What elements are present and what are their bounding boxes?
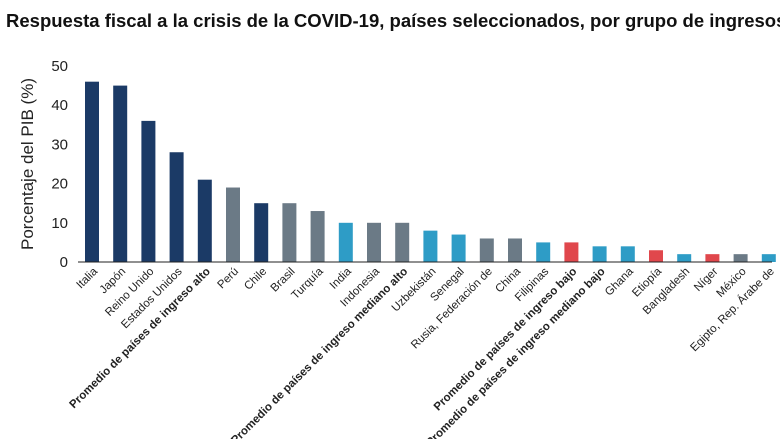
- bar: [141, 120, 156, 262]
- y-tick-label: 10: [51, 215, 68, 232]
- y-tick-label: 50: [51, 58, 68, 75]
- bar: [254, 203, 269, 262]
- bar: [338, 222, 353, 262]
- bar: [113, 85, 128, 262]
- bar: [761, 254, 776, 262]
- x-tick-label: Ghana: [603, 265, 636, 298]
- x-tick-label: Promedio de países de ingreso mediano al…: [229, 266, 410, 439]
- bar: [423, 230, 438, 262]
- chart-title: Respuesta fiscal a la crisis de la COVID…: [6, 10, 780, 31]
- bar: [282, 203, 297, 262]
- x-tick-label: Turquía: [290, 265, 327, 302]
- y-tick-label: 0: [60, 254, 68, 271]
- bar: [592, 246, 607, 262]
- bar: [620, 246, 635, 262]
- bar: [677, 254, 692, 262]
- y-axis: 0 10 20 30 40 50: [51, 58, 68, 271]
- y-tick-label: 20: [51, 176, 68, 193]
- y-axis-label: Porcentaje del PIB (%): [18, 78, 37, 250]
- bar: [536, 242, 551, 262]
- bar: [395, 222, 410, 262]
- bar: [226, 187, 240, 262]
- bar: [479, 238, 494, 262]
- bar: [169, 152, 184, 262]
- bar: [508, 238, 522, 262]
- x-tick-label: Perú: [215, 266, 241, 292]
- y-tick-label: 40: [51, 97, 68, 114]
- bar: [733, 254, 748, 262]
- x-tick-label: Chile: [242, 266, 269, 293]
- bar: [310, 211, 325, 262]
- bar: [197, 179, 212, 262]
- x-tick-label: Italia: [74, 265, 100, 291]
- bar: [367, 222, 381, 262]
- bar: [85, 81, 99, 263]
- bar: [649, 250, 663, 262]
- bars: [85, 81, 776, 263]
- bar: [564, 242, 579, 262]
- bar: [451, 234, 466, 262]
- y-tick-label: 30: [51, 136, 68, 153]
- bar: [705, 254, 720, 262]
